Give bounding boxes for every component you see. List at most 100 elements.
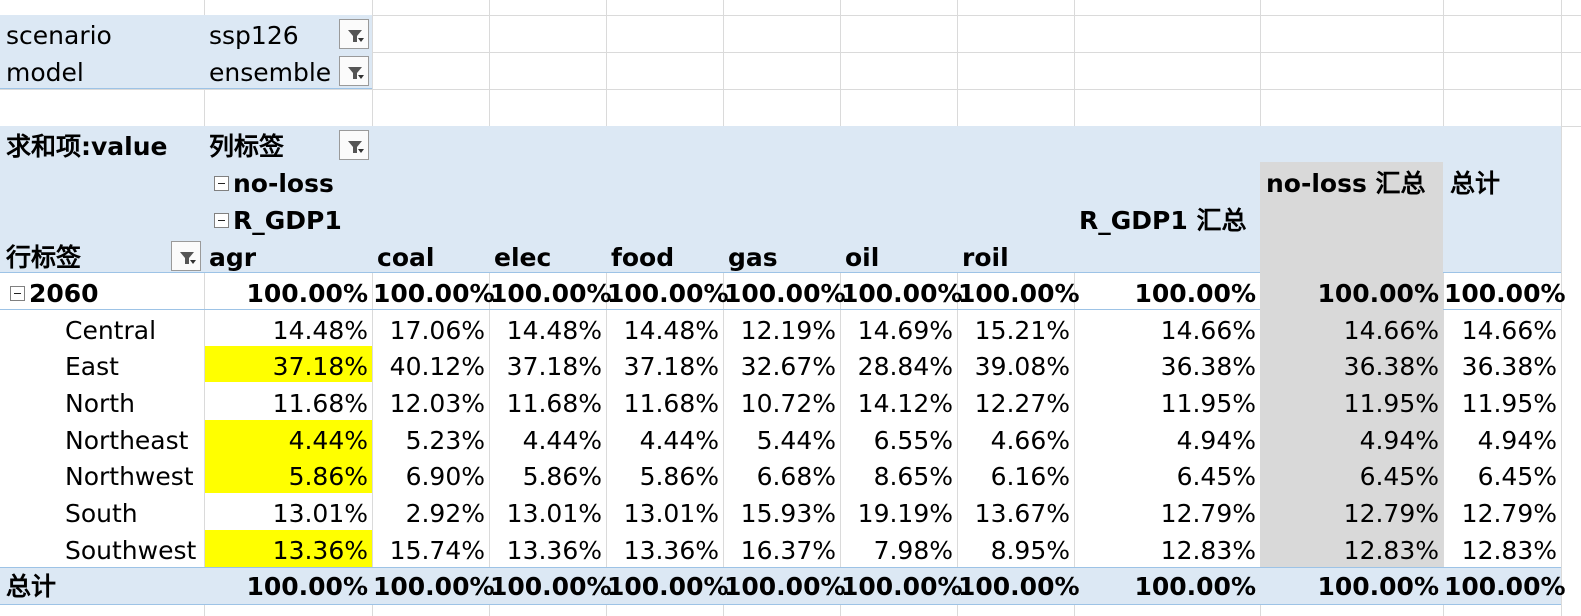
filter-dropdown-icon[interactable] <box>339 19 369 49</box>
grand-total-value-cell[interactable]: 100.00% <box>841 572 963 601</box>
collapse-minus-icon[interactable] <box>10 286 25 301</box>
value-cell[interactable]: 36.38% <box>1461 352 1557 381</box>
value-cell[interactable]: 12.79% <box>1343 499 1439 528</box>
value-cell[interactable]: 8.95% <box>990 536 1070 565</box>
row-label[interactable]: South <box>65 499 138 528</box>
filter-value-scenario[interactable]: ssp126 <box>209 21 299 50</box>
grand-total-value-cell[interactable]: 100.00% <box>246 572 368 601</box>
filter-value-model[interactable]: ensemble <box>209 58 332 87</box>
value-cell[interactable]: 37.18% <box>623 352 719 381</box>
value-cell[interactable]: 11.68% <box>506 389 602 418</box>
value-cell[interactable]: 37.18% <box>272 352 368 381</box>
value-cell[interactable]: 4.94% <box>1359 426 1439 455</box>
value-cell[interactable]: 5.86% <box>522 462 602 491</box>
value-cell[interactable]: 6.45% <box>1477 462 1557 491</box>
value-cell[interactable]: 6.45% <box>1176 462 1256 491</box>
value-cell[interactable]: 6.55% <box>873 426 953 455</box>
value-cell[interactable]: 4.94% <box>1477 426 1557 455</box>
value-cell[interactable]: 12.79% <box>1160 499 1256 528</box>
group-value-cell[interactable]: 100.00% <box>1134 279 1256 308</box>
row-label[interactable]: Central <box>65 316 157 345</box>
value-cell[interactable]: 14.48% <box>623 316 719 345</box>
value-cell[interactable]: 6.68% <box>756 462 836 491</box>
value-cell[interactable]: 32.67% <box>740 352 836 381</box>
value-cell[interactable]: 4.44% <box>639 426 719 455</box>
value-cell[interactable]: 15.74% <box>389 536 485 565</box>
grand-total-value-cell[interactable]: 100.00% <box>1134 572 1256 601</box>
group-value-cell[interactable]: 100.00% <box>841 279 963 308</box>
value-cell[interactable]: 14.66% <box>1343 316 1439 345</box>
value-cell[interactable]: 12.03% <box>389 389 485 418</box>
value-cell[interactable]: 13.67% <box>974 499 1070 528</box>
grand-total-value-cell[interactable]: 100.00% <box>607 572 729 601</box>
value-cell[interactable]: 19.19% <box>857 499 953 528</box>
value-cell[interactable]: 14.48% <box>506 316 602 345</box>
value-cell[interactable]: 5.86% <box>288 462 368 491</box>
collapse-minus-icon[interactable] <box>214 213 229 228</box>
value-cell[interactable]: 11.68% <box>623 389 719 418</box>
value-cell[interactable]: 13.36% <box>623 536 719 565</box>
group-value-cell[interactable]: 100.00% <box>1444 279 1566 308</box>
value-cell[interactable]: 2.92% <box>405 499 485 528</box>
grand-total-value-cell[interactable]: 100.00% <box>1317 572 1439 601</box>
value-cell[interactable]: 37.18% <box>506 352 602 381</box>
value-cell[interactable]: 13.01% <box>272 499 368 528</box>
value-cell[interactable]: 11.95% <box>1461 389 1557 418</box>
group-value-cell[interactable]: 100.00% <box>373 279 495 308</box>
group-value-cell[interactable]: 100.00% <box>1317 279 1439 308</box>
value-cell[interactable]: 12.19% <box>740 316 836 345</box>
column-level2[interactable]: R_GDP1 <box>214 202 342 238</box>
row-label[interactable]: Northwest <box>65 462 194 491</box>
value-cell[interactable]: 6.45% <box>1359 462 1439 491</box>
value-cell[interactable]: 10.72% <box>740 389 836 418</box>
row-label[interactable]: East <box>65 352 119 381</box>
value-cell[interactable]: 11.95% <box>1160 389 1256 418</box>
value-cell[interactable]: 14.48% <box>272 316 368 345</box>
value-cell[interactable]: 4.44% <box>288 426 368 455</box>
collapse-minus-icon[interactable] <box>214 176 229 191</box>
value-cell[interactable]: 28.84% <box>857 352 953 381</box>
group-value-cell[interactable]: 100.00% <box>490 279 612 308</box>
value-cell[interactable]: 5.44% <box>756 426 836 455</box>
value-cell[interactable]: 12.79% <box>1461 499 1557 528</box>
value-cell[interactable]: 15.21% <box>974 316 1070 345</box>
value-cell[interactable]: 40.12% <box>389 352 485 381</box>
value-cell[interactable]: 13.36% <box>272 536 368 565</box>
row-label[interactable]: Southwest <box>65 536 197 565</box>
value-cell[interactable]: 6.16% <box>990 462 1070 491</box>
group-value-cell[interactable]: 100.00% <box>958 279 1080 308</box>
value-cell[interactable]: 12.27% <box>974 389 1070 418</box>
row-label[interactable]: Northeast <box>65 426 189 455</box>
value-cell[interactable]: 17.06% <box>389 316 485 345</box>
value-cell[interactable]: 12.83% <box>1343 536 1439 565</box>
group-value-cell[interactable]: 100.00% <box>724 279 846 308</box>
filter-dropdown-icon[interactable] <box>339 56 369 86</box>
value-cell[interactable]: 13.36% <box>506 536 602 565</box>
value-cell[interactable]: 7.98% <box>873 536 953 565</box>
value-cell[interactable]: 14.66% <box>1160 316 1256 345</box>
grand-total-value-cell[interactable]: 100.00% <box>958 572 1080 601</box>
grand-total-value-cell[interactable]: 100.00% <box>490 572 612 601</box>
value-cell[interactable]: 4.94% <box>1176 426 1256 455</box>
value-cell[interactable]: 12.83% <box>1160 536 1256 565</box>
row-label[interactable]: North <box>65 389 135 418</box>
value-cell[interactable]: 16.37% <box>740 536 836 565</box>
value-cell[interactable]: 15.93% <box>740 499 836 528</box>
value-cell[interactable]: 14.12% <box>857 389 953 418</box>
value-cell[interactable]: 13.01% <box>506 499 602 528</box>
value-cell[interactable]: 4.66% <box>990 426 1070 455</box>
value-cell[interactable]: 11.95% <box>1343 389 1439 418</box>
group-row-2060[interactable]: 2060 <box>10 275 99 311</box>
filter-dropdown-icon[interactable] <box>171 241 201 271</box>
value-cell[interactable]: 14.66% <box>1461 316 1557 345</box>
value-cell[interactable]: 8.65% <box>873 462 953 491</box>
value-cell[interactable]: 39.08% <box>974 352 1070 381</box>
filter-dropdown-icon[interactable] <box>339 130 369 160</box>
column-level1[interactable]: no-loss <box>214 165 334 201</box>
value-cell[interactable]: 36.38% <box>1160 352 1256 381</box>
grand-total-value-cell[interactable]: 100.00% <box>724 572 846 601</box>
value-cell[interactable]: 14.69% <box>857 316 953 345</box>
grand-total-value-cell[interactable]: 100.00% <box>373 572 495 601</box>
grand-total-value-cell[interactable]: 100.00% <box>1444 572 1566 601</box>
value-cell[interactable]: 11.68% <box>272 389 368 418</box>
